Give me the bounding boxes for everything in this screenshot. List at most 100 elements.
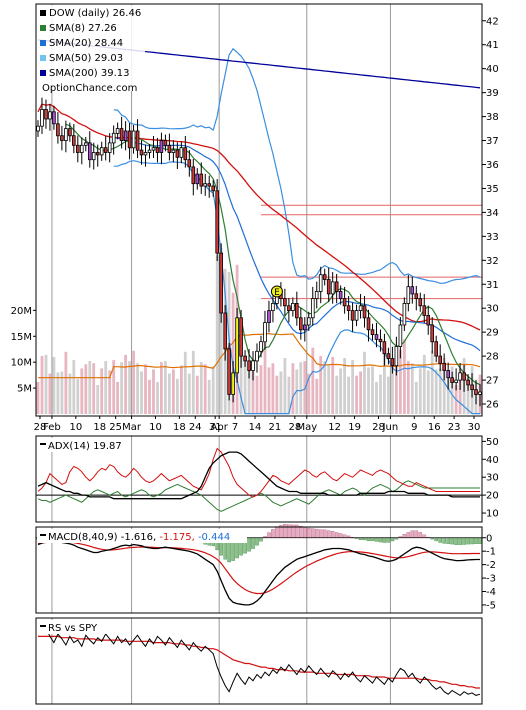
candle-body xyxy=(362,305,367,319)
candle-body xyxy=(354,310,359,321)
candle-body xyxy=(255,350,259,362)
volume-bar xyxy=(363,351,366,414)
candle-body xyxy=(314,290,319,299)
volume-bar xyxy=(100,368,104,414)
price-axis-tick-label: 35 xyxy=(486,184,499,195)
volume-bar xyxy=(140,371,143,414)
candle-body xyxy=(115,128,120,134)
volume-bar xyxy=(148,379,151,414)
volume-bar xyxy=(183,351,187,414)
macd-histogram-bar xyxy=(446,537,451,544)
candle-body xyxy=(466,379,470,386)
candle-body xyxy=(239,317,243,357)
candle-body xyxy=(338,290,343,299)
candle-body xyxy=(44,109,48,120)
candle-body xyxy=(207,183,212,187)
volume-bar xyxy=(323,361,327,414)
volume-bar xyxy=(267,367,271,414)
volume-bar xyxy=(315,378,319,414)
volume-bar xyxy=(387,376,390,414)
candle-body xyxy=(84,142,88,146)
macd-axis-tick-label: -1 xyxy=(486,547,496,558)
volume-tick-label: 10M xyxy=(11,358,32,369)
macd-histogram-bar xyxy=(402,534,407,538)
macd-histogram-bar xyxy=(318,529,323,538)
volume-tick-label: 20M xyxy=(11,306,32,317)
candle-body xyxy=(195,173,200,185)
candle-body xyxy=(342,298,347,307)
volume-bar xyxy=(434,369,438,414)
volume-bar xyxy=(44,354,48,414)
x-axis-tick-label: 18 xyxy=(93,422,106,433)
x-axis-tick-label: 7 xyxy=(232,422,238,433)
candle-body xyxy=(263,322,267,343)
candle-body xyxy=(438,355,442,364)
volume-bar xyxy=(36,381,40,414)
candle-body xyxy=(287,305,291,311)
x-axis-tick-label: 25 xyxy=(109,422,122,433)
x-axis-tick-label: 28 xyxy=(372,422,385,433)
x-axis-tick-label: 16 xyxy=(428,422,441,433)
volume-tick-label: 15M xyxy=(11,332,32,343)
candle-body xyxy=(191,166,196,185)
candle-body xyxy=(358,305,363,311)
legend-label: SMA(200) 39.13 xyxy=(49,68,130,79)
volume-bar xyxy=(156,381,159,414)
volume-bar xyxy=(144,364,147,414)
macd-histogram-bar xyxy=(283,524,287,538)
volume-bar xyxy=(180,365,183,414)
earnings-marker-label: E xyxy=(274,288,280,298)
candle-body xyxy=(80,144,84,153)
macd-histogram-bar xyxy=(466,537,470,545)
macd-histogram-bar xyxy=(454,537,458,545)
macd-histogram-bar xyxy=(390,537,395,542)
candle-body xyxy=(394,346,399,367)
macd-histogram-bar xyxy=(434,537,439,542)
volume-bar xyxy=(375,381,378,414)
volume-bar xyxy=(379,374,382,414)
candle-body xyxy=(370,329,375,335)
macd-axis-tick-label: -2 xyxy=(486,560,496,571)
candle-body xyxy=(227,348,231,395)
candle-body xyxy=(271,302,275,311)
candle-body xyxy=(147,149,152,153)
volume-bar xyxy=(339,368,342,414)
candle-body xyxy=(171,149,176,153)
volume-bar xyxy=(164,361,167,414)
plus-di-line xyxy=(37,447,480,498)
volume-bar xyxy=(239,328,243,414)
macd-histogram-bar xyxy=(267,532,271,538)
macd-histogram-bar xyxy=(458,537,462,545)
candle-body xyxy=(151,147,156,151)
volume-bar xyxy=(283,358,287,414)
price-axis-tick-label: 42 xyxy=(486,16,499,27)
volume-bar xyxy=(128,361,131,414)
candle-body xyxy=(48,111,52,120)
macd-histogram-bar xyxy=(414,530,419,538)
volume-bar xyxy=(371,366,374,414)
macd-line xyxy=(37,539,480,606)
legend-swatch xyxy=(40,40,46,46)
bollinger-upper-band xyxy=(113,47,481,284)
candle-body xyxy=(103,147,108,153)
macd-axis-tick-label: 0 xyxy=(486,533,492,544)
volume-bar xyxy=(430,350,434,414)
candle-body xyxy=(294,302,299,319)
x-axis-tick-label: 18 xyxy=(173,422,186,433)
price-axis-tick-label: 38 xyxy=(486,112,499,123)
macd-histogram-bar xyxy=(378,537,383,543)
macd-histogram-bar xyxy=(303,527,307,538)
legend-swatch xyxy=(40,25,46,31)
volume-bar xyxy=(96,385,100,414)
minus-di-line xyxy=(37,480,480,512)
sma50-line xyxy=(37,103,481,331)
volume-bar xyxy=(391,363,394,414)
candle-body xyxy=(139,149,144,156)
volume-bar xyxy=(351,360,354,414)
x-axis-tick-label: 10 xyxy=(69,422,82,433)
macd-histogram-bar xyxy=(438,537,443,543)
volume-bar xyxy=(319,356,323,414)
volume-bar xyxy=(359,371,362,414)
adx-axis-tick-label: 10 xyxy=(486,509,499,520)
macd-title-main: MACD(8,40,9) -1.616, xyxy=(48,532,159,543)
